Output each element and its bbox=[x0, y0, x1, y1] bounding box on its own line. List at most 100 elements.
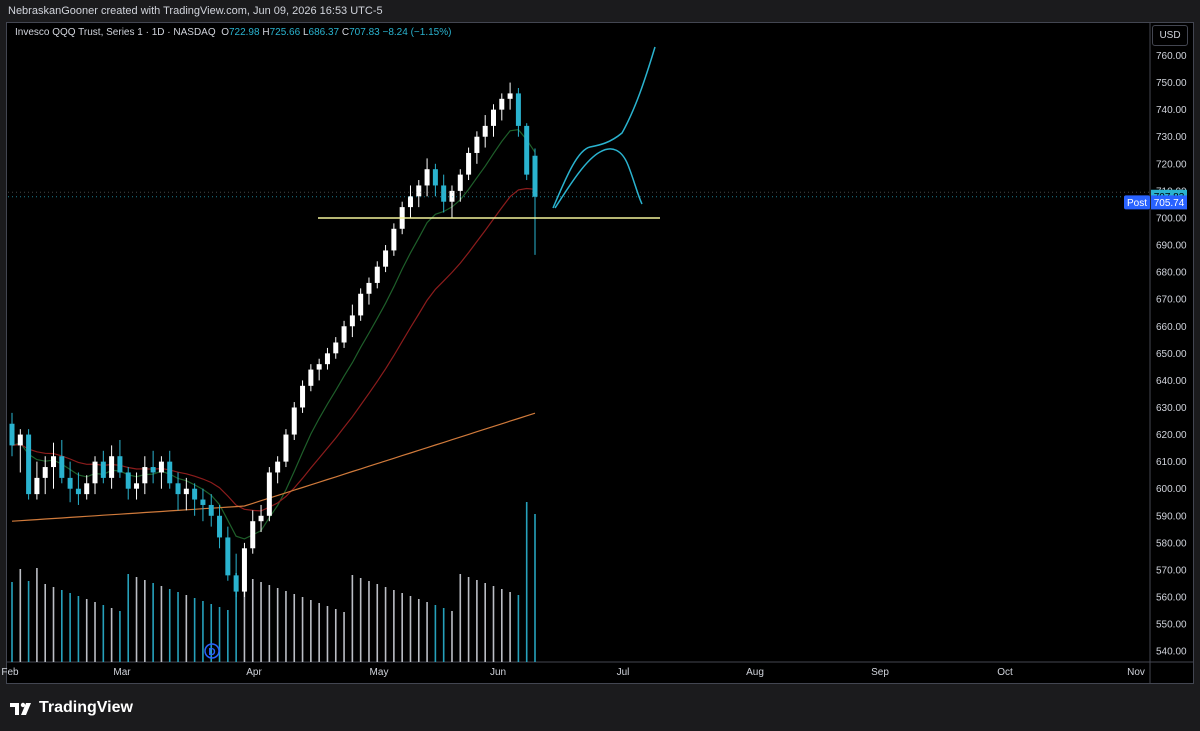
x-tick-label: Feb bbox=[1, 667, 19, 678]
y-tick-label: 570.00 bbox=[1156, 565, 1187, 576]
x-tick-label: Aug bbox=[746, 667, 764, 678]
volume-bar bbox=[442, 608, 445, 662]
price-badge-value: 705.74 bbox=[1154, 198, 1185, 209]
candle-body bbox=[308, 369, 314, 386]
volume-bar bbox=[434, 605, 437, 662]
y-tick-label: 650.00 bbox=[1156, 349, 1187, 360]
volume-bar bbox=[27, 581, 30, 662]
candle-body bbox=[109, 456, 115, 478]
volume-bar bbox=[235, 573, 237, 662]
candle-body bbox=[92, 461, 98, 484]
candle-body bbox=[333, 342, 339, 354]
candle-body bbox=[482, 125, 488, 137]
candle-body bbox=[416, 185, 422, 197]
ema-fast-line bbox=[11, 129, 536, 540]
post-tag-label: Post bbox=[1127, 198, 1147, 209]
volume-bar bbox=[525, 502, 528, 662]
candle-body bbox=[324, 353, 330, 365]
candle-body bbox=[449, 190, 455, 202]
x-tick-label: Mar bbox=[113, 667, 131, 678]
candle-body bbox=[9, 423, 15, 446]
low-label: L bbox=[302, 27, 309, 38]
price-badge bbox=[1151, 195, 1187, 210]
candle-body bbox=[158, 461, 164, 473]
candle-body bbox=[67, 477, 73, 489]
close-value: 707.83 bbox=[349, 27, 380, 38]
candle-body bbox=[200, 499, 206, 505]
volume-bar bbox=[268, 585, 271, 662]
open-value: 722.98 bbox=[228, 27, 260, 38]
candle-body bbox=[366, 282, 372, 294]
volume-bar bbox=[459, 574, 462, 662]
volume-bar bbox=[393, 590, 395, 662]
y-tick-label: 740.00 bbox=[1156, 105, 1187, 116]
candle-body bbox=[125, 472, 131, 489]
y-tick-label: 560.00 bbox=[1156, 593, 1187, 604]
candle-body bbox=[258, 515, 264, 522]
volume-bar bbox=[384, 587, 387, 662]
candle-body bbox=[349, 315, 355, 327]
volume-bar bbox=[401, 593, 403, 662]
y-tick-label: 690.00 bbox=[1156, 241, 1187, 252]
volume-bar bbox=[293, 594, 296, 662]
candle-body bbox=[291, 407, 297, 435]
candle-body bbox=[150, 467, 156, 473]
volume-bar bbox=[19, 569, 22, 662]
y-tick-label: 630.00 bbox=[1156, 403, 1187, 414]
ema-mid-line bbox=[11, 187, 536, 512]
volume-bar bbox=[110, 608, 113, 662]
candle-body bbox=[474, 136, 480, 153]
projection-path-bull bbox=[552, 46, 656, 209]
change-value: −8.24 (−1.15%) bbox=[382, 27, 452, 38]
candle-body bbox=[183, 488, 189, 495]
volume-bar bbox=[85, 599, 88, 662]
volume-bar bbox=[251, 579, 254, 662]
candle-body bbox=[192, 488, 198, 500]
candle-body bbox=[466, 152, 472, 175]
x-tick-label: May bbox=[370, 667, 389, 678]
candle-body bbox=[441, 185, 447, 202]
y-tick-label: 550.00 bbox=[1156, 620, 1187, 631]
volume-bar bbox=[127, 574, 130, 662]
candle-body bbox=[515, 93, 521, 126]
candle-body bbox=[490, 109, 496, 126]
candle-body bbox=[383, 250, 389, 267]
candle-body bbox=[250, 521, 256, 549]
volume-bar bbox=[135, 577, 138, 662]
y-tick-label: 590.00 bbox=[1156, 511, 1187, 522]
volume-bar bbox=[467, 577, 470, 662]
volume-bar bbox=[343, 612, 345, 662]
brand: TradingView bbox=[10, 697, 133, 719]
y-tick-label: 580.00 bbox=[1156, 538, 1187, 549]
volume-bar bbox=[193, 598, 196, 662]
attribution-text: NebraskanGooner created with TradingView… bbox=[8, 5, 383, 17]
volume-bar bbox=[61, 590, 63, 662]
candle-body bbox=[59, 456, 65, 478]
candle-body bbox=[391, 228, 397, 251]
candle-body bbox=[167, 461, 173, 484]
y-tick-label: 640.00 bbox=[1156, 376, 1187, 387]
open-label: O bbox=[221, 27, 229, 38]
candle-body bbox=[341, 326, 347, 343]
projection-path-pullback bbox=[554, 148, 643, 209]
y-tick-label: 540.00 bbox=[1156, 647, 1187, 658]
volume-bar bbox=[426, 602, 428, 662]
volume-bar bbox=[276, 588, 279, 662]
chart-pane[interactable] bbox=[6, 22, 1194, 684]
volume-bar bbox=[94, 602, 96, 662]
volume-bar bbox=[409, 596, 412, 662]
volume-bar bbox=[359, 578, 362, 662]
candle-body bbox=[432, 169, 438, 186]
candle-body bbox=[532, 155, 538, 197]
candle-body bbox=[75, 488, 81, 495]
candle-body bbox=[374, 266, 380, 283]
volume-bar bbox=[351, 575, 354, 662]
volume-bar bbox=[77, 596, 80, 662]
candle-body bbox=[51, 456, 57, 468]
candle-body bbox=[17, 434, 23, 446]
volume-bar bbox=[11, 582, 13, 662]
x-tick-label: Nov bbox=[1127, 667, 1145, 678]
low-value: 686.37 bbox=[308, 27, 340, 38]
currency-button[interactable]: USD bbox=[1152, 25, 1188, 46]
